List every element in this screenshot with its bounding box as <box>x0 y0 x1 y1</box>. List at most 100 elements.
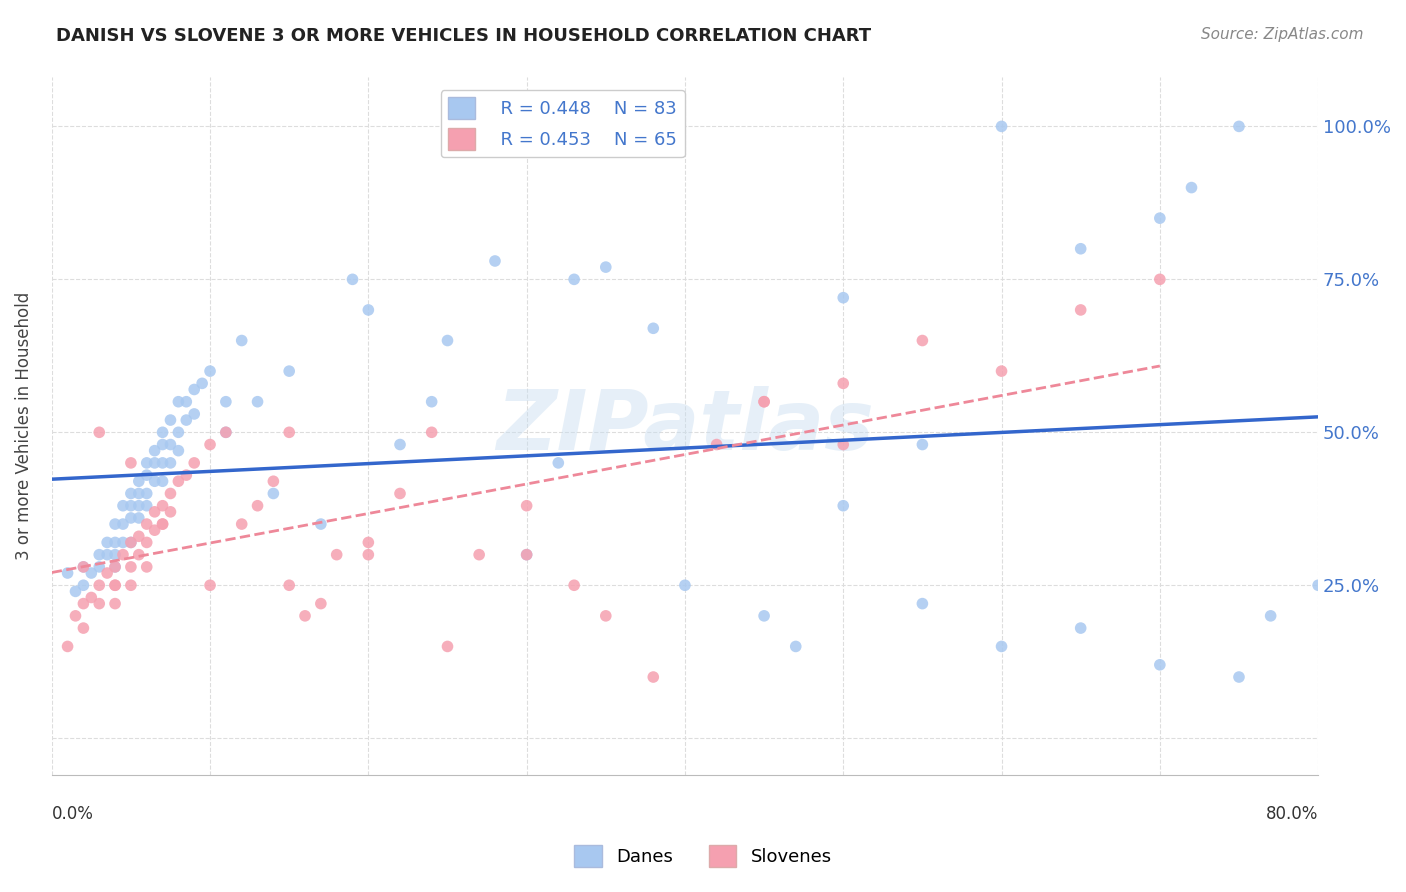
Point <box>911 597 934 611</box>
Point <box>72 597 94 611</box>
Point <box>231 517 253 532</box>
Point <box>152 517 174 532</box>
Point <box>294 608 316 623</box>
Point <box>143 475 166 489</box>
Point <box>215 425 238 440</box>
Point <box>176 413 198 427</box>
Point <box>183 407 205 421</box>
Point <box>72 560 94 574</box>
Point <box>1308 578 1330 592</box>
Point <box>673 578 696 592</box>
Point <box>111 548 134 562</box>
Point <box>104 597 127 611</box>
Point <box>1070 302 1092 317</box>
Point <box>420 425 443 440</box>
Point <box>104 517 127 532</box>
Point <box>246 394 269 409</box>
Point <box>159 437 181 451</box>
Point <box>262 475 284 489</box>
Point <box>89 425 111 440</box>
Point <box>198 578 221 592</box>
Legend: Danes, Slovenes: Danes, Slovenes <box>567 838 839 874</box>
Point <box>72 578 94 592</box>
Point <box>198 437 221 451</box>
Point <box>911 334 934 348</box>
Point <box>143 443 166 458</box>
Point <box>357 535 380 549</box>
Point <box>120 511 142 525</box>
Point <box>96 535 118 549</box>
Point <box>516 548 538 562</box>
Point <box>128 548 150 562</box>
Point <box>111 517 134 532</box>
Point <box>128 475 150 489</box>
Point <box>468 548 491 562</box>
Point <box>752 394 775 409</box>
Point <box>135 456 157 470</box>
Point <box>159 486 181 500</box>
Point <box>159 505 181 519</box>
Point <box>436 334 458 348</box>
Point <box>152 499 174 513</box>
Point <box>1260 608 1282 623</box>
Point <box>388 486 411 500</box>
Point <box>436 640 458 654</box>
Point <box>89 560 111 574</box>
Point <box>65 584 87 599</box>
Point <box>309 517 332 532</box>
Point <box>1227 670 1250 684</box>
Point <box>135 517 157 532</box>
Point <box>1180 180 1202 194</box>
Point <box>56 566 79 580</box>
Point <box>420 394 443 409</box>
Point <box>1149 272 1171 286</box>
Point <box>278 578 301 592</box>
Point <box>128 499 150 513</box>
Point <box>911 437 934 451</box>
Point <box>120 456 142 470</box>
Point <box>135 468 157 483</box>
Text: DANISH VS SLOVENE 3 OR MORE VEHICLES IN HOUSEHOLD CORRELATION CHART: DANISH VS SLOVENE 3 OR MORE VEHICLES IN … <box>56 27 872 45</box>
Point <box>1149 211 1171 226</box>
Point <box>562 272 585 286</box>
Point <box>167 394 190 409</box>
Point <box>135 535 157 549</box>
Point <box>89 597 111 611</box>
Legend:   R = 0.448    N = 83,   R = 0.453    N = 65: R = 0.448 N = 83, R = 0.453 N = 65 <box>440 90 685 158</box>
Point <box>262 486 284 500</box>
Point <box>832 291 855 305</box>
Point <box>832 376 855 391</box>
Point <box>183 456 205 470</box>
Point <box>135 486 157 500</box>
Point <box>516 499 538 513</box>
Y-axis label: 3 or more Vehicles in Household: 3 or more Vehicles in Household <box>15 292 32 560</box>
Point <box>65 608 87 623</box>
Point <box>643 321 665 335</box>
Point <box>278 425 301 440</box>
Point <box>152 425 174 440</box>
Text: Source: ZipAtlas.com: Source: ZipAtlas.com <box>1201 27 1364 42</box>
Point <box>990 364 1012 378</box>
Point <box>547 456 569 470</box>
Point <box>120 560 142 574</box>
Text: 0.0%: 0.0% <box>52 805 94 823</box>
Point <box>128 511 150 525</box>
Point <box>120 578 142 592</box>
Point <box>342 272 364 286</box>
Point <box>706 437 728 451</box>
Point <box>152 456 174 470</box>
Point <box>80 591 103 605</box>
Point <box>595 608 617 623</box>
Point <box>176 468 198 483</box>
Point <box>72 560 94 574</box>
Point <box>198 364 221 378</box>
Point <box>1070 242 1092 256</box>
Text: ZIPatlas: ZIPatlas <box>496 385 875 467</box>
Point <box>1070 621 1092 635</box>
Point <box>1227 120 1250 134</box>
Point <box>120 535 142 549</box>
Point <box>215 394 238 409</box>
Point <box>990 120 1012 134</box>
Point <box>191 376 214 391</box>
Point <box>135 499 157 513</box>
